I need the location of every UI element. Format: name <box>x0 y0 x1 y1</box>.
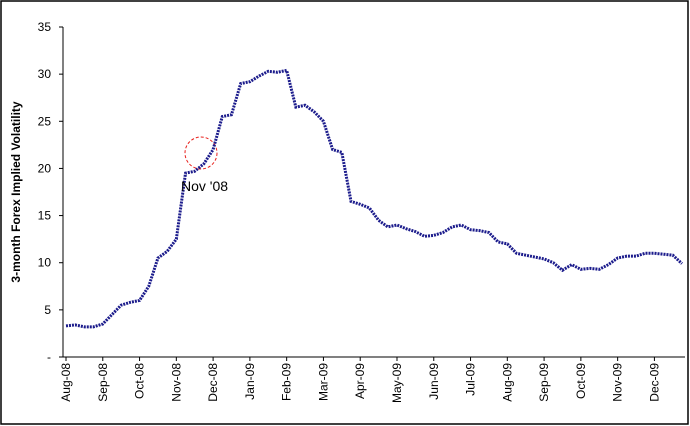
y-tick-label: 5 <box>44 303 51 317</box>
x-tick-label: Aug-09 <box>500 363 514 402</box>
y-axis-label: 3-month Forex Implied Volatility <box>9 101 23 282</box>
y-tick-label: 20 <box>38 161 52 175</box>
annotation: Nov '08 <box>181 178 228 194</box>
x-tick-label: Mar-09 <box>316 363 330 401</box>
x-tick-label: Jul-09 <box>464 363 478 396</box>
y-tick-label: 35 <box>38 20 52 34</box>
x-tick-label: Nov-09 <box>611 363 625 402</box>
x-tick-label: Dec-09 <box>647 363 661 402</box>
x-tick-label: Jan-09 <box>243 363 257 400</box>
x-tick-label: May-09 <box>390 363 404 403</box>
x-tick-label: Dec-08 <box>206 363 220 402</box>
line-series <box>65 68 684 329</box>
annotation-circle <box>184 136 218 170</box>
x-tick-label: Feb-09 <box>280 363 294 401</box>
x-tick-label: Apr-09 <box>353 363 367 399</box>
y-tick-label: 30 <box>38 67 52 81</box>
x-tick-label: Sep-09 <box>537 363 551 402</box>
x-tick-label: Jun-09 <box>427 363 441 400</box>
x-tick-label: Oct-09 <box>574 363 588 399</box>
x-tick-label: Nov-08 <box>169 363 183 402</box>
y-tick-label: 10 <box>38 256 52 270</box>
x-tick-label: Oct-08 <box>133 363 147 399</box>
y-tick-label: 25 <box>38 114 52 128</box>
x-tick-label: Aug-08 <box>59 363 73 402</box>
y-tick-label: - <box>47 350 51 364</box>
y-tick-label: 15 <box>38 209 52 223</box>
x-tick-label: Sep-08 <box>96 363 110 402</box>
